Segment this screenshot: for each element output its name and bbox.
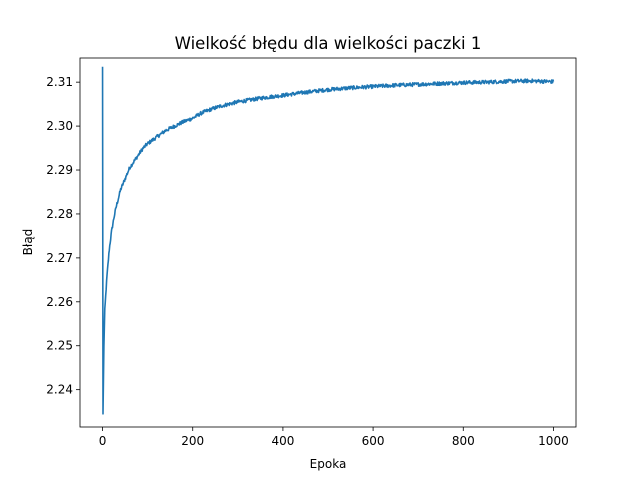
y-tick-label: 2.27 <box>46 251 73 265</box>
x-tick-label: 600 <box>362 434 385 448</box>
x-tick-label: 800 <box>452 434 475 448</box>
x-tick-label: 0 <box>99 434 107 448</box>
y-tick-label: 2.31 <box>46 75 73 89</box>
x-tick-label: 200 <box>181 434 204 448</box>
plot-area <box>80 58 576 427</box>
y-axis-ticks: 2.24 2.25 2.26 2.27 2.28 2.29 2.30 2.31 <box>46 75 80 397</box>
y-tick-label: 2.25 <box>46 339 73 353</box>
y-tick-label: 2.26 <box>46 295 73 309</box>
y-axis-label: Błąd <box>21 229 35 256</box>
x-axis-ticks: 0 200 400 600 800 1000 <box>99 427 569 448</box>
y-tick-label: 2.29 <box>46 163 73 177</box>
y-tick-label: 2.28 <box>46 207 73 221</box>
series-line <box>101 66 555 415</box>
series-layer <box>101 66 555 415</box>
x-tick-label: 1000 <box>538 434 569 448</box>
y-tick-label: 2.24 <box>46 383 73 397</box>
x-axis-label: Epoka <box>310 457 347 471</box>
chart-title: Wielkość błędu dla wielkości paczki 1 <box>175 34 482 53</box>
x-tick-label: 400 <box>271 434 294 448</box>
axes-frame <box>79 57 577 428</box>
y-tick-label: 2.30 <box>46 119 73 133</box>
